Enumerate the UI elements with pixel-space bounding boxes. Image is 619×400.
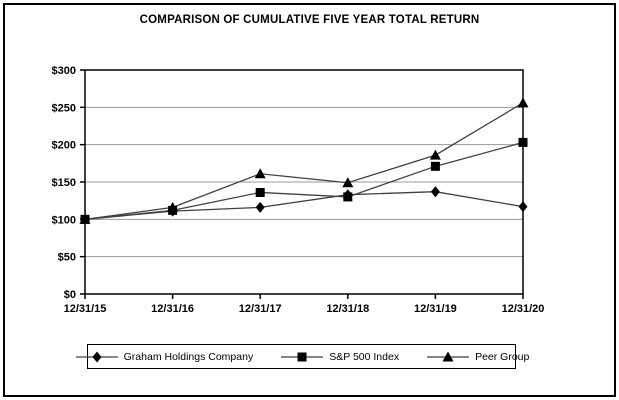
diamond-marker-icon [75,351,118,362]
diamond-marker-icon [255,201,265,213]
square-marker-icon [430,161,440,171]
x-axis-label: 12/31/17 [239,303,282,315]
legend-item-peer-group: Peer Group [425,351,529,363]
series-line-graham-holdings-company [84,191,524,220]
y-axis-label: $50 [58,252,76,264]
x-axis-label: 12/31/16 [151,303,194,315]
square-marker-icon [343,192,353,202]
series-line-peer-group [84,102,524,220]
y-axis-label: $0 [64,289,76,301]
square-glyph [297,352,307,361]
legend-label: Peer Group [475,350,530,363]
plot-border [84,69,524,295]
chart-legend: Graham Holdings Company S&P 500 Index Peer… [75,344,529,369]
diamond-marker-icon [430,186,440,198]
square-marker-icon [518,137,528,147]
triangle-marker-icon [427,351,470,361]
triangle-marker-icon [429,149,441,160]
y-axis-label: $300 [52,65,76,77]
triangle-marker-icon [79,213,91,224]
x-axis-label: 12/31/18 [326,303,369,315]
y-axis-label: $150 [52,177,76,189]
triangle-marker-icon [254,168,266,179]
diamond-glyph [92,351,102,362]
legend-label: S&P 500 Index [329,350,400,363]
square-marker-icon [281,352,324,361]
triangle-marker-icon [167,201,179,212]
y-axis-label: $250 [52,102,76,114]
x-axis-label: 12/31/20 [502,303,545,315]
triangle-marker-icon [517,97,529,108]
chart-title: COMPARISON OF CUMULATIVE FIVE YEAR TOTAL… [139,14,480,26]
triangle-glyph [442,351,454,361]
legend-item-graham-holdings-company: Graham Holdings Company [74,350,254,363]
legend-items: Graham Holdings Company S&P 500 Index Peer… [74,350,529,363]
y-axis-label: $200 [52,140,76,152]
diamond-marker-icon [518,201,528,213]
triangle-marker-icon [342,177,354,188]
series-line-s-p-500-index [84,141,524,220]
y-axis-label: $100 [52,214,76,226]
x-axis-label: 12/31/15 [64,303,107,315]
x-axis-label: 12/31/19 [414,303,457,315]
legend-item-s-p-500-index: S&P 500 Index [279,351,399,363]
legend-label: Graham Holdings Company [123,350,254,363]
square-marker-icon [255,187,265,197]
